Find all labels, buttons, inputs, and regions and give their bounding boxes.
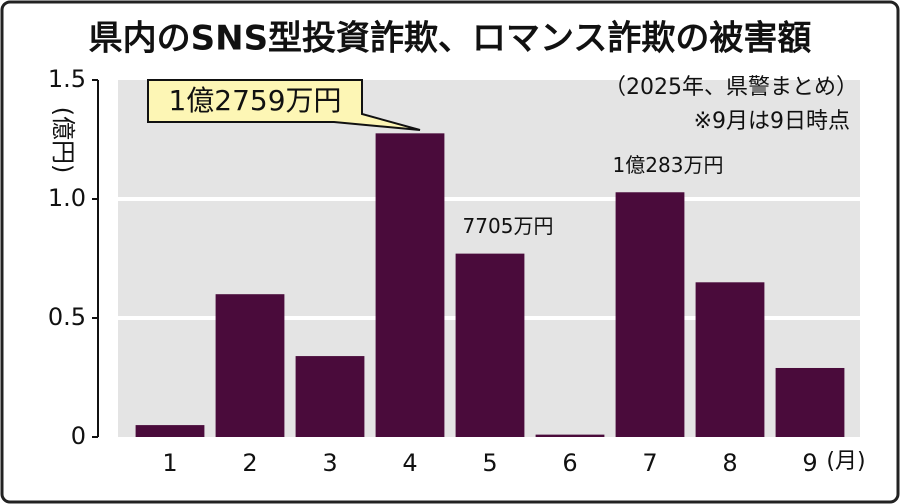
y-tick-label: 1.5 xyxy=(48,65,86,93)
x-tick-label: 2 xyxy=(242,449,257,477)
data-label: 1億2759万円 xyxy=(168,84,341,117)
x-tick-label: 6 xyxy=(562,449,577,477)
y-tick-label: 1.0 xyxy=(48,184,86,212)
x-tick-label: 9 xyxy=(802,449,817,477)
bar xyxy=(375,133,445,437)
x-tick-label: 7 xyxy=(642,449,657,477)
note: ※9月は9日時点 xyxy=(694,109,850,134)
bar xyxy=(295,356,365,437)
x-tick-label: 8 xyxy=(722,449,737,477)
bar xyxy=(215,294,285,437)
bar xyxy=(615,192,685,437)
y-axis-label: (億円) xyxy=(49,107,77,174)
bar xyxy=(695,282,765,437)
bar xyxy=(135,425,205,437)
x-tick-label: 5 xyxy=(482,449,497,477)
x-tick-label: 4 xyxy=(402,449,417,477)
chart-title: 県内のSNS型投資詐欺、ロマンス詐欺の被害額 xyxy=(89,19,812,59)
callout-box xyxy=(147,79,421,131)
x-tick-label: 3 xyxy=(322,449,337,477)
y-tick-label: 0 xyxy=(71,422,86,450)
bar xyxy=(535,434,605,437)
bar xyxy=(775,367,845,437)
x-axis-label: (月) xyxy=(826,449,865,474)
x-tick-label: 1 xyxy=(162,449,177,477)
bar xyxy=(455,253,525,437)
data-label: 7705万円 xyxy=(463,214,554,238)
data-label: 1億283万円 xyxy=(613,153,724,177)
y-tick-label: 0.5 xyxy=(48,303,86,331)
subtitle: （2025年、県警まとめ） xyxy=(604,75,858,100)
